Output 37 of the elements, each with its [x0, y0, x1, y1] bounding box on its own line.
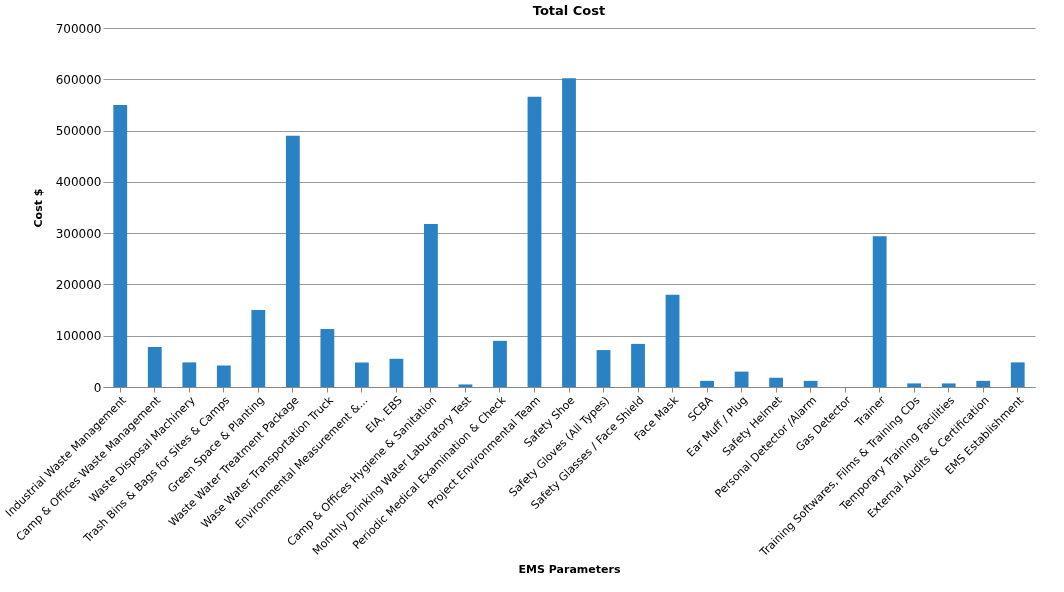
- y-tick-label: 0: [93, 380, 102, 395]
- bar: [354, 362, 369, 387]
- bar: [872, 236, 887, 387]
- bar: [493, 340, 507, 387]
- y-tick-label: 100000: [55, 329, 102, 344]
- bar: [700, 380, 714, 387]
- bar: [216, 365, 231, 387]
- y-tick-label: 300000: [55, 226, 102, 241]
- bar: [1010, 362, 1025, 387]
- bar: [596, 350, 611, 387]
- bar: [976, 380, 991, 387]
- bar: [458, 384, 473, 387]
- y-tick-label: 500000: [55, 124, 102, 139]
- bar: [285, 135, 300, 387]
- bar: [527, 96, 542, 387]
- bar: [665, 294, 680, 387]
- bar: [320, 329, 335, 387]
- y-tick-label: 400000: [55, 175, 102, 190]
- y-tick-label: 700000: [55, 21, 102, 36]
- bar: [562, 78, 576, 387]
- bar: [941, 383, 956, 387]
- bar: [113, 104, 128, 387]
- bar: [803, 380, 818, 387]
- y-tick-label: 200000: [55, 277, 102, 292]
- bar: [389, 358, 404, 387]
- bar: [907, 383, 922, 387]
- bar: [631, 343, 645, 387]
- x-axis-title: EMS Parameters: [518, 563, 621, 577]
- bar: [424, 223, 438, 387]
- bar: [182, 362, 197, 387]
- bar: [251, 310, 266, 387]
- y-axis-title: Cost $: [31, 188, 45, 228]
- bar: [734, 371, 749, 387]
- chart-title: Total Cost: [532, 3, 606, 18]
- bar: [769, 377, 784, 387]
- bar: [147, 347, 162, 387]
- y-tick-label: 600000: [55, 72, 102, 87]
